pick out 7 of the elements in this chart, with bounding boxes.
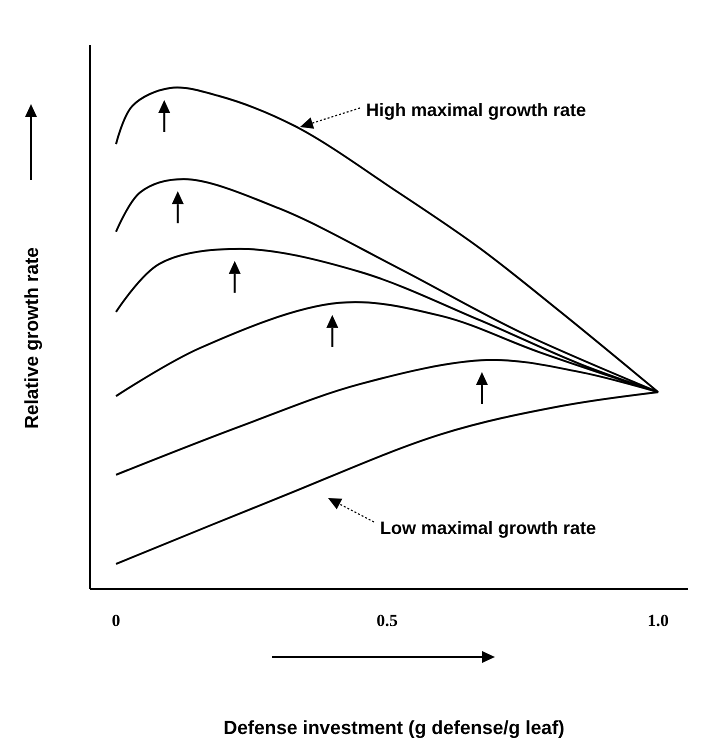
x-tick-label: 0 — [112, 611, 120, 630]
x-tick-label: 0.5 — [376, 611, 398, 630]
y-axis-title: Relative growth rate — [22, 247, 43, 429]
annotation: High maximal growth rate — [366, 100, 586, 120]
x-axis-title: Defense investment (g defense/g leaf) — [223, 718, 565, 739]
x-tick-label: 1.0 — [648, 611, 669, 630]
annotation: Low maximal growth rate — [380, 518, 596, 538]
